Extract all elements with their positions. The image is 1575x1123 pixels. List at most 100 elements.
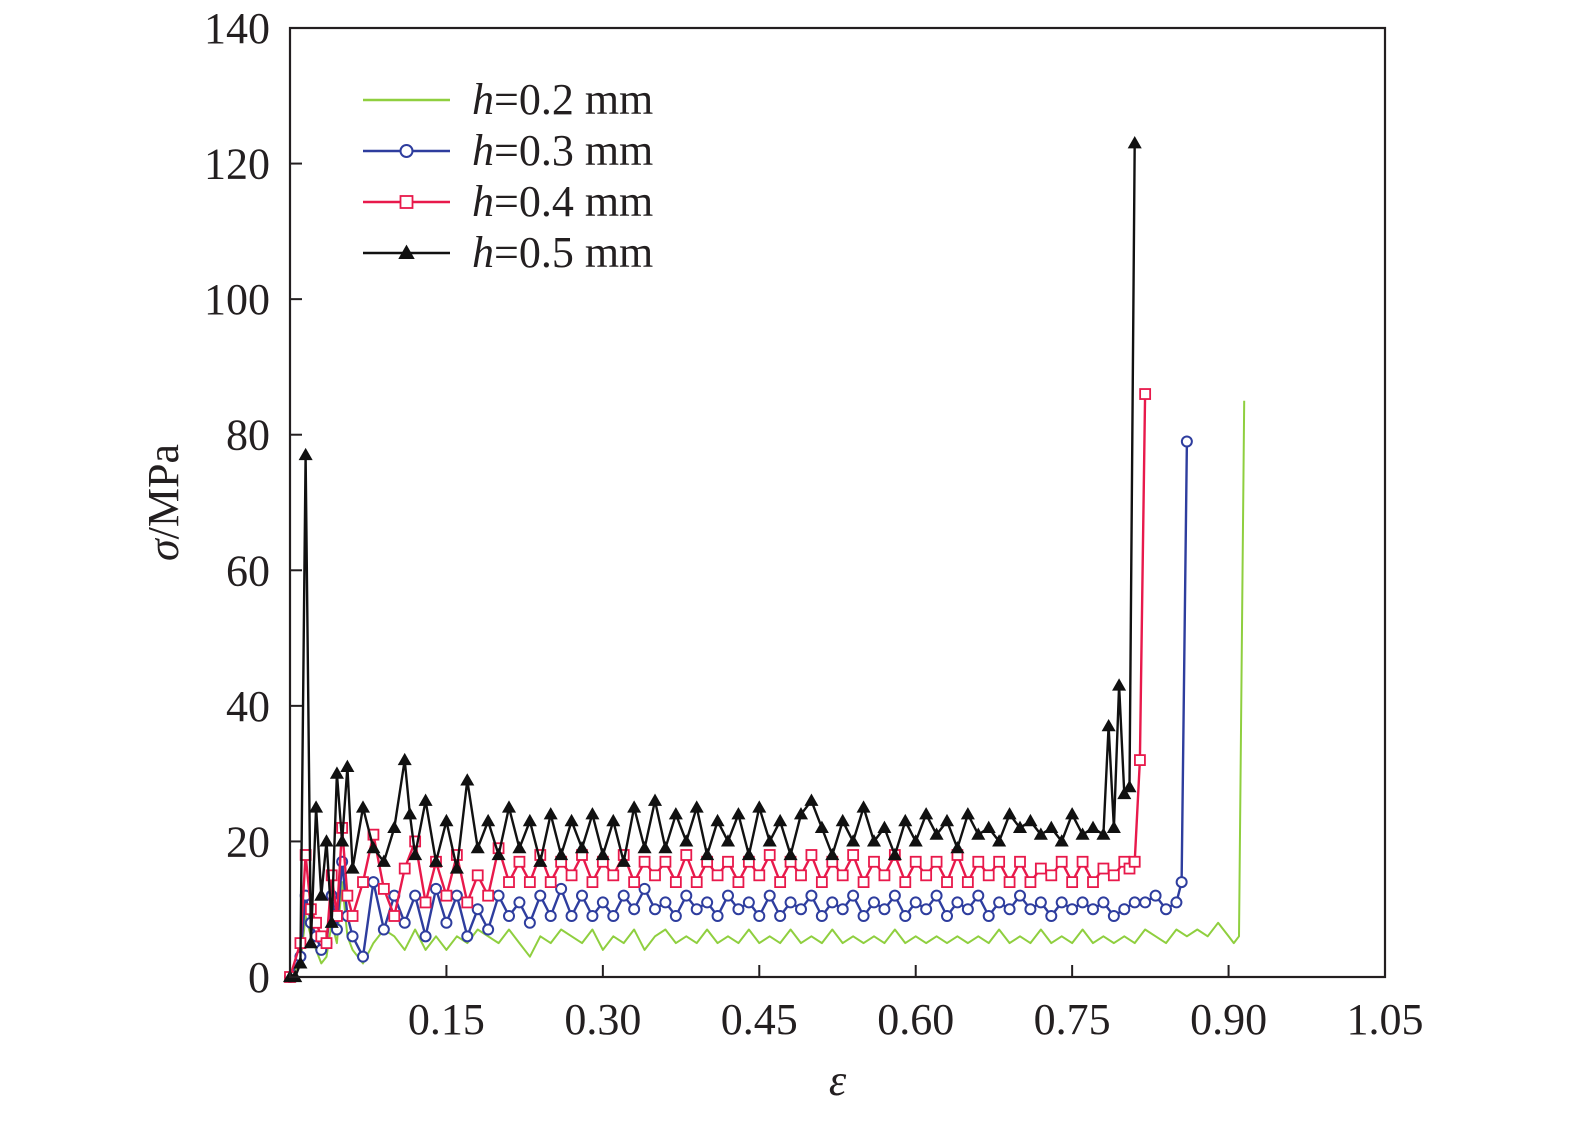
data-point: [314, 888, 329, 901]
data-point: [1128, 855, 1141, 868]
data-point: [930, 855, 943, 868]
data-point: [899, 909, 912, 922]
data-point: [481, 813, 496, 827]
data-point: [857, 909, 870, 922]
data-point: [783, 847, 798, 861]
data-point: [320, 937, 333, 950]
legend-label-symbol: h: [472, 228, 494, 277]
data-point: [341, 889, 354, 902]
data-point: [763, 849, 776, 861]
data-point: [522, 813, 537, 827]
legend-label-text: =0.2 mm: [494, 75, 653, 124]
data-point: [993, 855, 1006, 868]
data-point: [482, 889, 495, 902]
data-point: [658, 840, 673, 854]
plot-frame: [288, 26, 1387, 979]
data-point: [376, 854, 391, 867]
data-point: [1139, 388, 1152, 400]
data-point: [722, 889, 734, 902]
data-point: [866, 834, 882, 847]
data-point: [533, 854, 548, 867]
data-point: [1149, 889, 1162, 902]
data-point: [752, 800, 767, 813]
data-point: [701, 896, 714, 909]
data-point: [939, 813, 955, 827]
data-point: [1012, 820, 1028, 833]
data-point: [1054, 834, 1069, 847]
data-point: [482, 923, 495, 936]
data-point: [846, 834, 861, 847]
data-point: [971, 827, 986, 840]
data-point: [868, 896, 880, 909]
data-point: [366, 840, 381, 854]
data-point: [346, 910, 359, 922]
data-point: [836, 869, 849, 882]
data-point: [418, 793, 433, 806]
data-point: [408, 847, 423, 861]
data-point: [711, 909, 724, 922]
data-point: [523, 876, 536, 888]
data-point: [835, 813, 850, 827]
data-point: [1034, 862, 1047, 875]
data-point: [878, 903, 891, 916]
data-point: [930, 889, 943, 902]
data-point: [1024, 903, 1037, 916]
data-point: [887, 847, 902, 861]
data-point: [720, 834, 736, 847]
data-point: [1106, 820, 1121, 833]
legend-swatch-marker: [398, 244, 415, 259]
data-point: [491, 847, 506, 861]
series-3: [284, 388, 1152, 983]
data-point: [659, 855, 672, 868]
series-layer: [282, 136, 1246, 983]
data-point: [982, 869, 995, 882]
data-point: [722, 855, 734, 868]
data-point: [679, 834, 694, 847]
data-point: [513, 896, 526, 909]
data-point: [795, 903, 807, 916]
data-point: [1076, 855, 1089, 868]
data-point: [523, 916, 536, 929]
data-point: [762, 834, 777, 847]
axes-layer: 0.15 0.30 0.45 0.60 0.75 0.90 1.05 0 20 40 60 80 100…: [204, 4, 1424, 1044]
data-point: [543, 807, 558, 820]
data-point: [574, 840, 590, 854]
data-point: [689, 800, 704, 813]
data-point: [576, 889, 588, 902]
legend-label-symbol: h: [472, 177, 494, 226]
data-point: [1055, 896, 1068, 909]
data-point: [461, 930, 474, 943]
data-point: [616, 854, 631, 867]
data-point: [972, 855, 985, 868]
data-point: [402, 807, 417, 820]
data-point: [638, 882, 651, 895]
data-point: [534, 889, 547, 902]
data-point: [565, 909, 578, 922]
data-point: [1128, 896, 1141, 909]
legend-label: h=0.5 mm: [472, 228, 653, 277]
data-point: [1033, 827, 1048, 840]
data-point: [329, 766, 344, 779]
data-point: [680, 849, 693, 861]
data-point: [554, 847, 569, 861]
data-point: [753, 869, 766, 882]
legend-swatch-marker: [399, 144, 414, 158]
data-point: [303, 935, 318, 949]
data-point: [309, 800, 324, 813]
data-point: [742, 896, 755, 909]
data-point: [325, 869, 338, 882]
data-point: [397, 752, 412, 766]
data-point: [585, 807, 600, 820]
data-point: [617, 889, 630, 902]
data-point: [638, 855, 651, 868]
data-point: [637, 840, 652, 854]
y-tick-label: 60: [226, 546, 270, 595]
y-tick-label: 20: [226, 817, 270, 866]
legend-label: h=0.4 mm: [472, 177, 653, 226]
data-point: [1175, 876, 1188, 889]
y-axis-label-symbol: σ: [139, 537, 188, 561]
data-point: [430, 882, 442, 895]
data-point: [596, 896, 609, 909]
legend-label-text: =0.3 mm: [494, 126, 653, 175]
data-point: [335, 834, 350, 847]
